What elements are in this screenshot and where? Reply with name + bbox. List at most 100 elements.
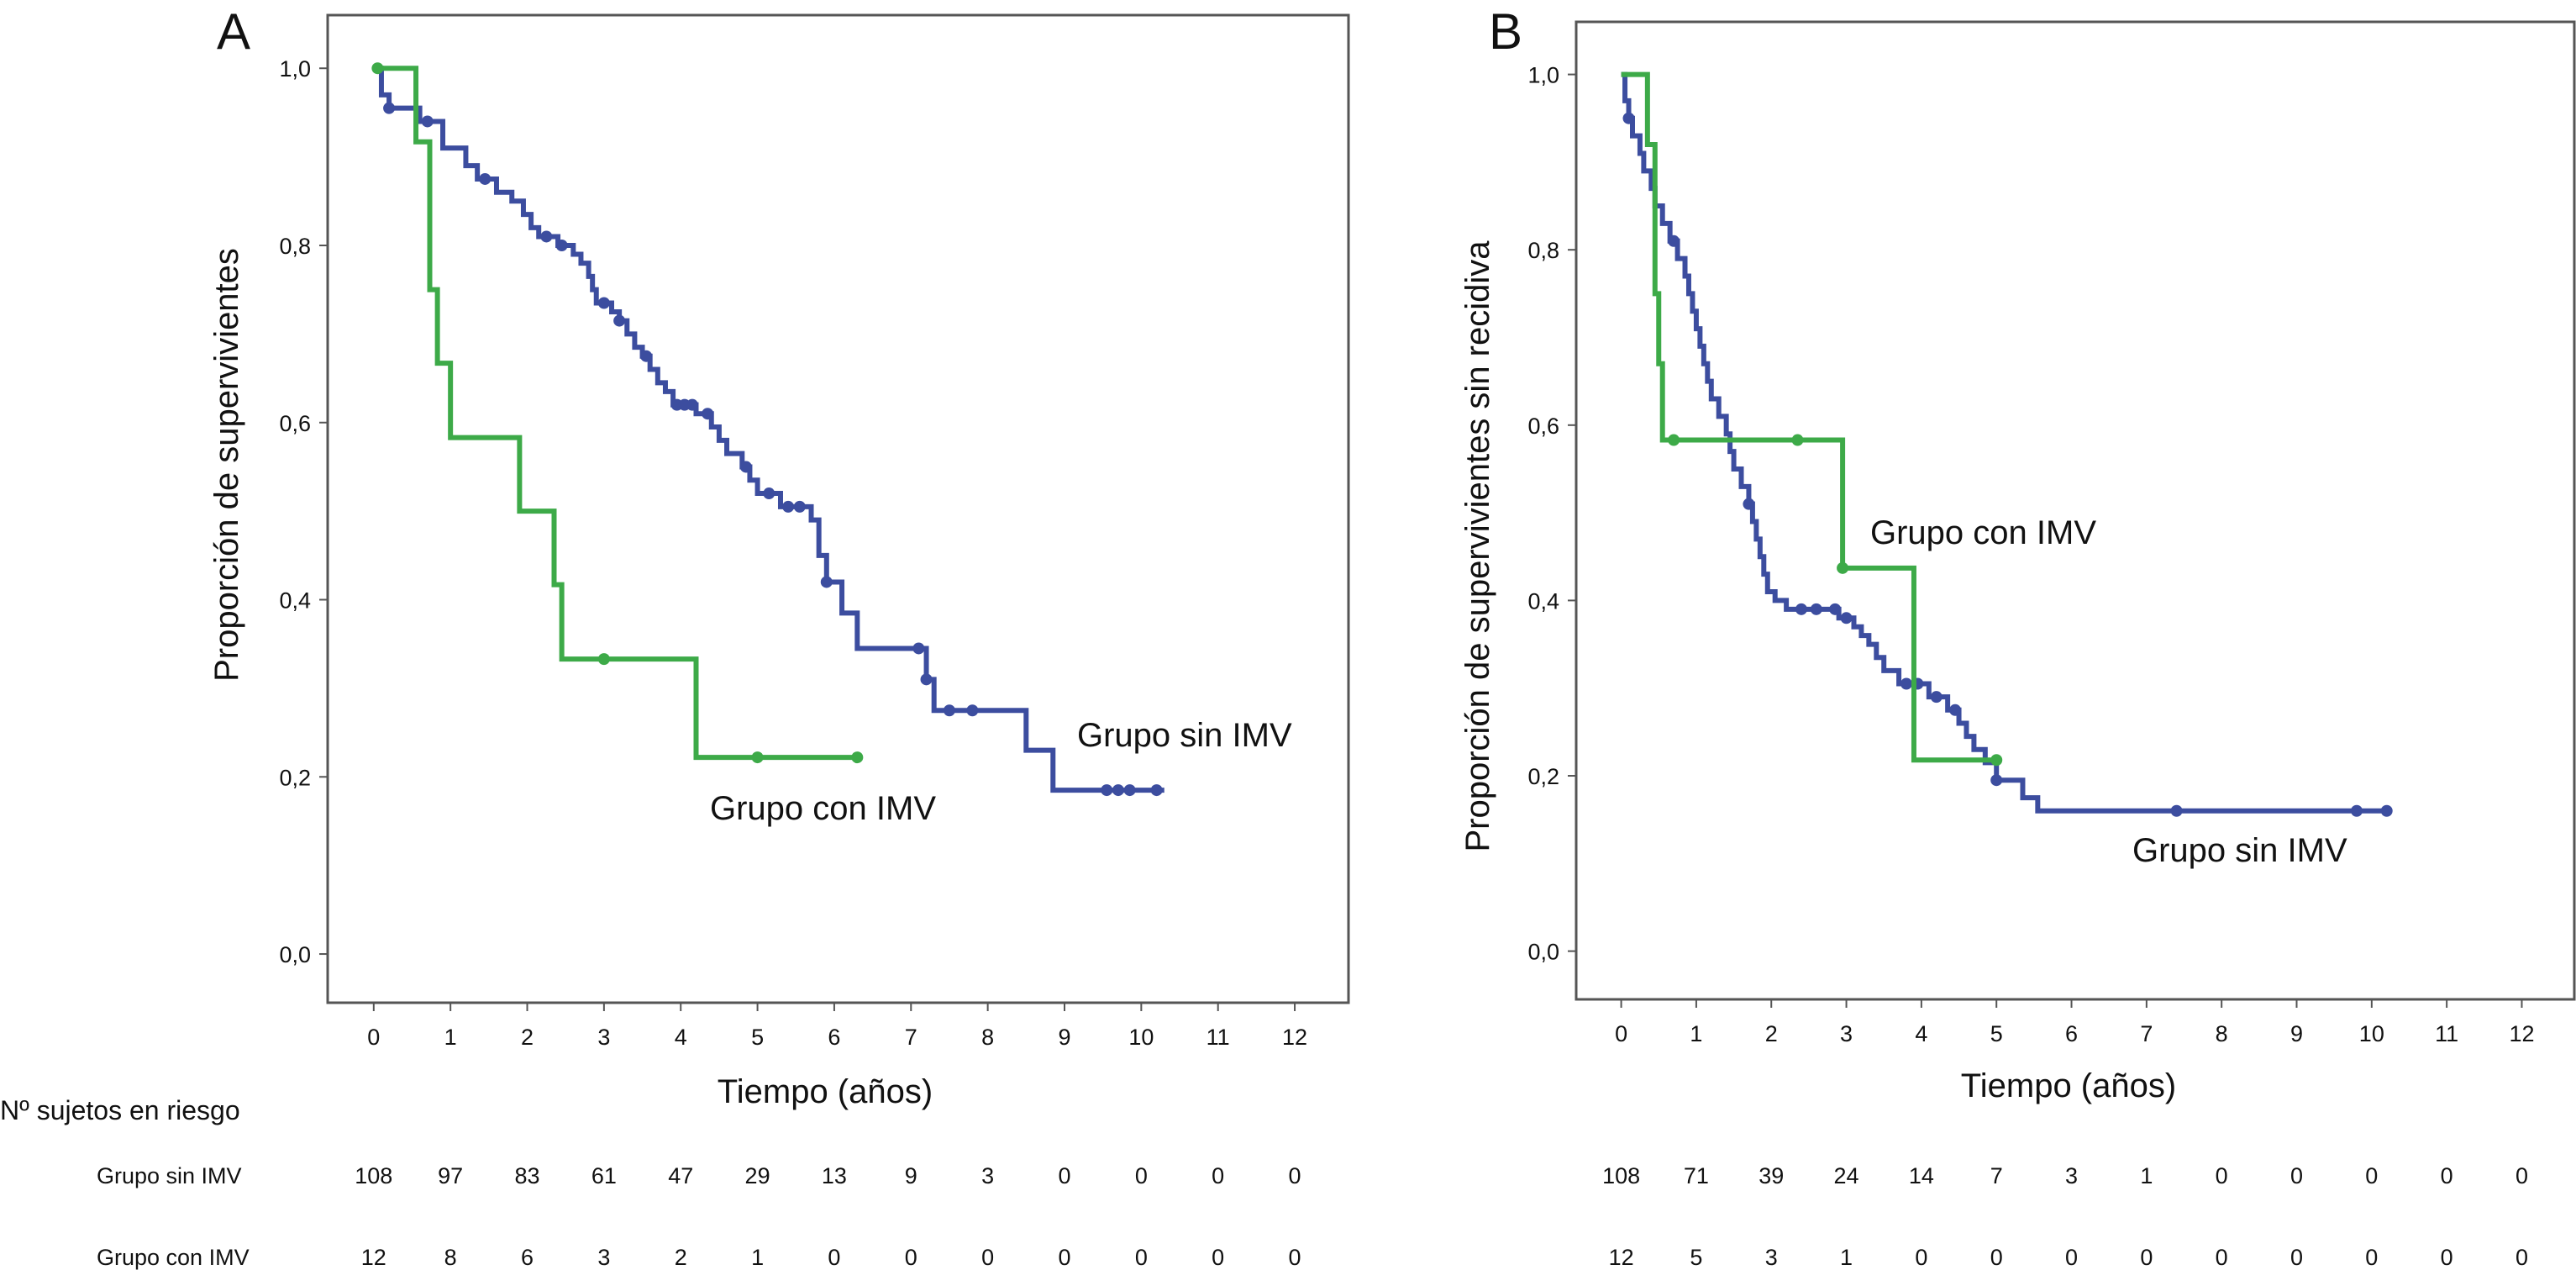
panel-a-curve-grupo-con-imv [373,66,858,761]
panel-b-censor-mark [1840,612,1853,624]
risk-cell: 12 [361,1245,386,1270]
panel-a-plot-frame [326,13,1350,1004]
panel-b-y-tick-label: 0,6 [1527,414,1559,439]
risk-cell: 0 [1058,1163,1070,1188]
risk-cell: 3 [2065,1163,2078,1188]
risk-cell: 61 [591,1163,617,1188]
risk-cell: 0 [2516,1245,2528,1270]
panel-b-x-tick-label: 11 [2435,1021,2458,1046]
panel-b-censor-mark [2170,804,2183,817]
risk-cell: 0 [1058,1245,1070,1270]
risk-cell: 47 [668,1163,693,1188]
panel-a-censor-mark [1112,784,1124,797]
risk-cell: 0 [2216,1163,2228,1188]
panel-a-censor-mark [555,239,568,251]
risk-cell: 6 [521,1245,534,1270]
risk-cell: 3 [1765,1245,1778,1270]
panel-a-censor-mark [751,751,764,764]
panel-a-y-tick-label: 0,4 [279,588,311,614]
risk-cell: 71 [1684,1163,1709,1188]
panel-a-censor-mark [640,350,653,362]
risk-cell: 0 [1135,1245,1148,1270]
panel-a-x-tick-label: 3 [597,1025,610,1050]
panel-b-x-axis-label: Tiempo (años) [1961,1067,2176,1104]
risk-cell: 1 [2140,1163,2153,1188]
panel-a-censor-mark [686,398,698,411]
panel-a-censor-mark [597,297,610,309]
risk-cell: 108 [1602,1163,1640,1188]
panel-a-x-tick-label: 0 [367,1025,380,1050]
panel-b-label: B [1489,3,1522,60]
panel-b-censor-mark [2350,804,2363,817]
panel-a-censor-mark [1150,784,1163,797]
panel-a-x-tick-label: 10 [1128,1025,1154,1050]
panel-b-x-tick-label: 7 [2140,1021,2153,1046]
risk-cell: 0 [1289,1163,1301,1188]
panel-b-censor-mark [1990,774,2003,787]
panel-b-y-tick-label: 0,2 [1527,764,1559,789]
panel-a-censor-mark [763,487,775,500]
risk-cell: 97 [438,1163,463,1188]
panel-a-censor-mark [479,172,492,185]
panel-a-censor-mark [912,642,925,655]
risk-cell: 39 [1759,1163,1784,1188]
risk-cell: 0 [2516,1163,2528,1188]
panel-b-censor-mark [1829,603,1842,615]
panel-a-y-tick-label: 0,2 [279,765,311,790]
risk-cell: 83 [514,1163,539,1188]
panel-a-censor-mark [371,62,384,75]
panel-a-censor-mark [943,704,955,717]
risk-cell: 7 [1990,1163,2003,1188]
risk-cell: 0 [905,1245,917,1270]
panel-a-y-axis-label: Proporción de supervivientes [208,248,245,682]
risk-cell: 0 [2290,1245,2303,1270]
panel-b-censor-mark [1668,235,1680,247]
risk-cell: 0 [2441,1163,2453,1188]
panel-b-x-tick-label: 3 [1840,1021,1853,1046]
risk-cell: 0 [1212,1245,1224,1270]
panel-a-x-tick-label: 12 [1282,1025,1307,1050]
panel-a-censor-mark [820,576,833,588]
panel-b-y-tick-label: 0,0 [1527,940,1559,965]
panel-a-censor-mark [1101,784,1113,797]
panel-b-curve-grupo-con-imv [1621,71,1997,763]
panel-b-censor-mark [1622,112,1635,124]
panel-a-censor-mark [421,115,434,128]
panel-a-y-tick-label: 0,0 [279,942,311,967]
risk-cell: 12 [1609,1245,1634,1270]
panel-b-censor-mark [1668,434,1680,446]
panel-b-x-tick-label: 8 [2216,1021,2228,1046]
risk-cell: 0 [1212,1163,1224,1188]
panel-b: B Proporción de supervivientes sin recid… [1459,3,2576,1104]
panel-b-x-tick-label: 0 [1615,1021,1627,1046]
panel-b-x-tick-label: 5 [1990,1021,2003,1046]
panel-b-y-tick-label: 0,8 [1527,238,1559,263]
panel-a-censor-mark [920,673,933,686]
panel-b-y-tick-label: 0,4 [1527,588,1559,614]
panel-b-censor-mark [1930,691,1943,704]
risk-cell: 0 [2365,1245,2378,1270]
risk-cell: 0 [1915,1245,1927,1270]
risk-cell: 108 [355,1163,392,1188]
panel-a-x-tick-label: 1 [444,1025,457,1050]
risk-cell: 0 [1990,1245,2003,1270]
panel-a-x-tick-label: 8 [981,1025,994,1050]
risk-cell: 2 [675,1245,687,1270]
panel-a-curve-grupo-sin-imv [373,66,1164,793]
panel-a-censor-mark [793,500,806,513]
panel-b-plot-frame [1575,20,2576,1001]
panel-a-censor-mark [966,704,979,717]
panel-b-x-tick-label: 4 [1915,1021,1927,1046]
risk-cell: 0 [2441,1245,2453,1270]
panel-a-censor-mark [782,500,795,513]
panel-a-y-tick-label: 0,8 [279,234,311,259]
panel-a-legend-sin-imv: Grupo sin IMV [1077,717,1292,754]
panel-b-legend-con-imv: Grupo con IMV [1870,514,2096,551]
risk-row-label-con-imv: Grupo con IMV [97,1245,250,1270]
panel-a-x-tick-label: 11 [1207,1025,1230,1050]
panel-a-y-tick-label: 1,0 [279,56,311,82]
risk-cell: 5 [1690,1245,1702,1270]
panel-b-x-tick-label: 12 [2509,1021,2534,1046]
risk-cell: 14 [1909,1163,1934,1188]
panel-a-censor-mark [739,461,752,473]
